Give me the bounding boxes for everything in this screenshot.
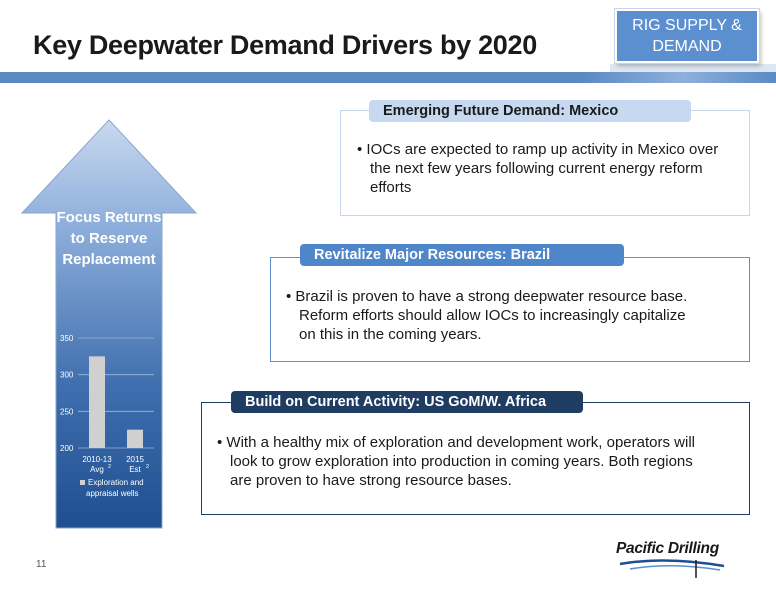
chart-ytick-label: 250 [60, 407, 74, 416]
chart-bar [89, 356, 105, 448]
header-rule [0, 72, 776, 83]
callout-box-mexico [340, 110, 750, 216]
callout-heading-gom: Build on Current Activity: US GoM/W. Afr… [231, 391, 583, 413]
logo-text: Pacific Drilling [616, 540, 719, 557]
tag-shadow [610, 64, 776, 72]
callout-heading-brazil: Revitalize Major Resources: Brazil [300, 244, 624, 266]
callout-heading-mexico: Emerging Future Demand: Mexico [369, 100, 691, 122]
callout-text-brazil: • Brazil is proven to have a strong deep… [286, 288, 688, 343]
callout-box-gom [201, 402, 750, 515]
chart-category-label: Avg [90, 465, 104, 474]
chart-legend-label: Exploration and [88, 478, 144, 487]
logo-swoosh-icon [619, 559, 725, 578]
callout-box-brazil [270, 257, 750, 362]
chart-ytick-label: 200 [60, 444, 74, 453]
chart-legend-swatch [80, 480, 85, 485]
page-title: Key Deepwater Demand Drivers by 2020 [33, 30, 537, 60]
chart-category-footnote: 2 [146, 464, 149, 470]
callout-text-gom: • With a healthy mix of exploration and … [217, 434, 695, 489]
chart-bar [127, 429, 143, 448]
chart-category-label: 2010-13 [82, 455, 112, 464]
company-logo: Pacific Drilling [616, 538, 732, 580]
callout-text-mexico: • IOCs are expected to ramp up activity … [357, 141, 719, 196]
page-number: 11 [36, 559, 47, 570]
up-arrow-icon [20, 119, 198, 529]
chart-ytick-label: 350 [60, 334, 74, 343]
chart-category-label: 2015 [126, 455, 144, 464]
chart-category-label: Est [129, 465, 141, 474]
section-tag: RIG SUPPLY & DEMAND [614, 8, 760, 64]
chart-category-footnote: 2 [108, 464, 111, 470]
chart-legend-label: appraisal wells [86, 489, 138, 498]
arrow-label: Focus Returns to Reserve Replacement [56, 209, 162, 268]
chart-ytick-label: 300 [60, 371, 74, 380]
